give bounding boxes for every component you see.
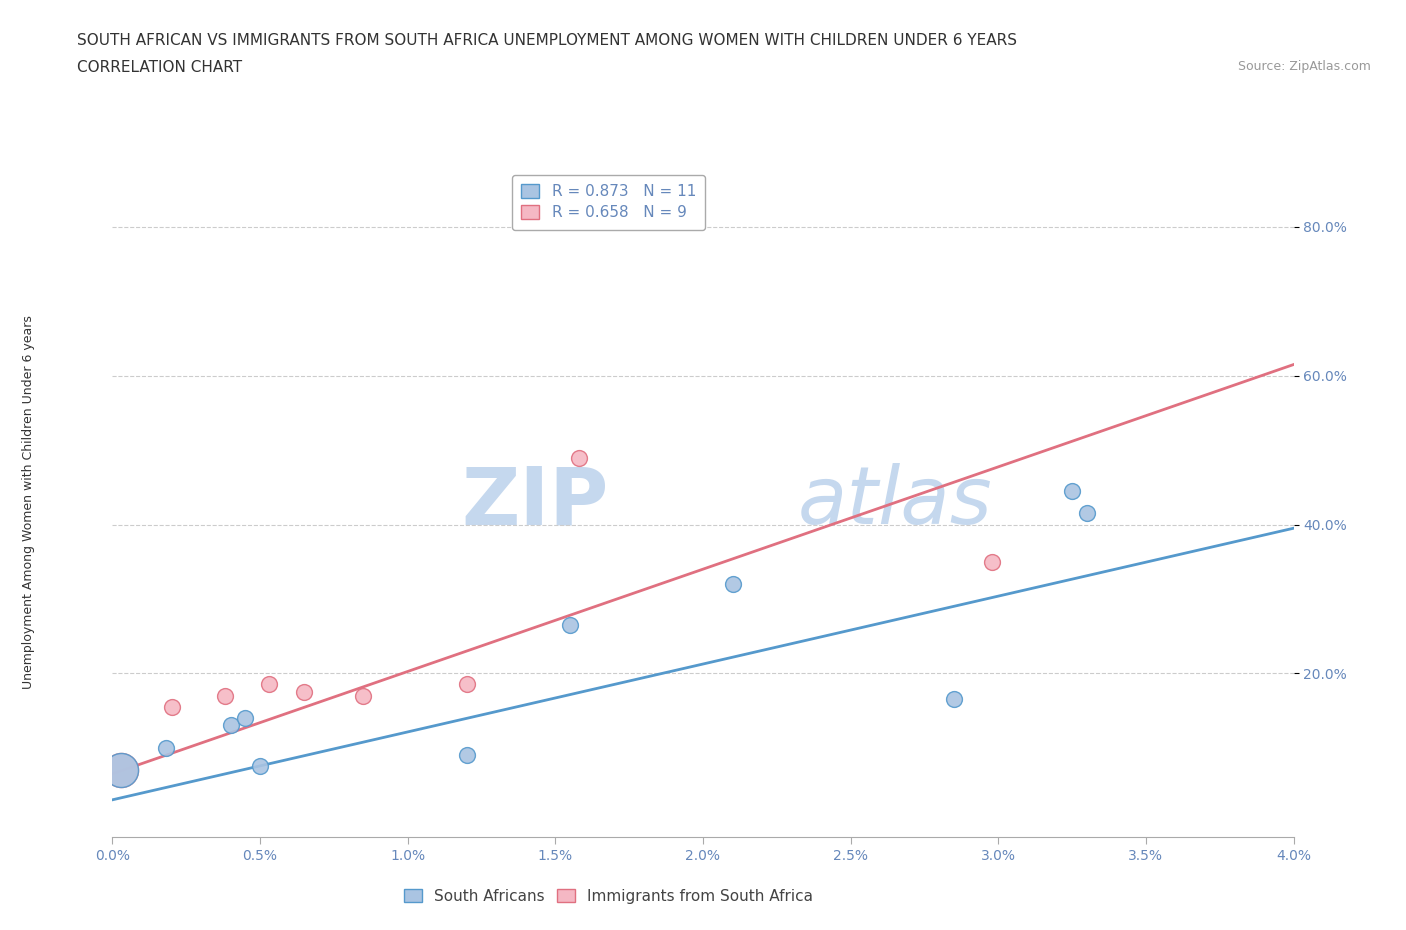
Point — [1062, 484, 1084, 498]
Point — [456, 677, 478, 692]
Point — [160, 699, 183, 714]
Point — [155, 740, 177, 755]
Text: SOUTH AFRICAN VS IMMIGRANTS FROM SOUTH AFRICA UNEMPLOYMENT AMONG WOMEN WITH CHIL: SOUTH AFRICAN VS IMMIGRANTS FROM SOUTH A… — [77, 33, 1018, 47]
Point — [568, 450, 591, 465]
Point — [110, 763, 132, 777]
Point — [233, 711, 256, 725]
Point — [249, 759, 271, 774]
Point — [456, 748, 478, 763]
Point — [292, 684, 315, 699]
Point — [942, 692, 965, 707]
Point — [214, 688, 236, 703]
Point — [560, 618, 582, 632]
Point — [219, 718, 242, 733]
Point — [352, 688, 374, 703]
Text: Source: ZipAtlas.com: Source: ZipAtlas.com — [1237, 60, 1371, 73]
Text: atlas: atlas — [797, 463, 993, 541]
Point — [257, 677, 280, 692]
Point — [1076, 506, 1098, 521]
Text: ZIP: ZIP — [461, 463, 609, 541]
Text: CORRELATION CHART: CORRELATION CHART — [77, 60, 242, 75]
Text: Unemployment Among Women with Children Under 6 years: Unemployment Among Women with Children U… — [21, 315, 35, 689]
Point — [981, 554, 1004, 569]
Point — [721, 577, 744, 591]
Legend: South Africans, Immigrants from South Africa: South Africans, Immigrants from South Af… — [398, 883, 820, 910]
Point — [110, 763, 132, 777]
